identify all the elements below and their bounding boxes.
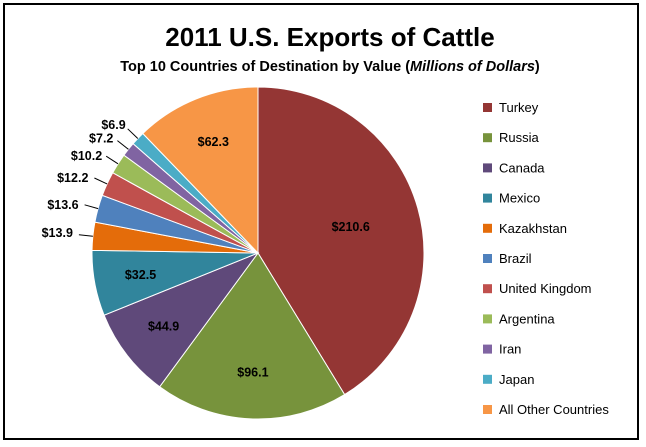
data-label-mexico: $32.5	[125, 268, 156, 282]
legend-entry-japan: Japan	[499, 372, 534, 387]
legend-entry-united-kingdom: United Kingdom	[499, 281, 592, 296]
legend-swatch-kazakhstan	[483, 223, 492, 233]
chart-subtitle-prefix: Top 10 Countries of Destination by Value…	[120, 59, 410, 75]
leader-line-japan	[127, 128, 139, 139]
legend-entry-canada: Canada	[499, 160, 545, 175]
data-label-united-kingdom: $12.2	[57, 171, 88, 185]
leader-line-brazil	[84, 204, 99, 210]
legend-entry-mexico: Mexico	[499, 191, 540, 206]
data-label-turkey: $210.6	[332, 220, 370, 234]
data-label-all-other-countries: $62.3	[198, 135, 229, 149]
legend-swatch-argentina	[483, 314, 492, 324]
legend-entry-russia: Russia	[499, 130, 540, 145]
data-label-argentina: $10.2	[71, 149, 102, 163]
legend-swatch-brazil	[483, 254, 492, 263]
legend-swatch-japan	[483, 374, 492, 384]
legend-swatch-united-kingdom	[483, 284, 492, 294]
chart-subtitle: Top 10 Countries of Destination by Value…	[120, 59, 540, 75]
data-label-canada: $44.9	[148, 319, 179, 333]
legend-swatch-all-other-countries	[483, 405, 492, 414]
data-label-brazil: $13.6	[47, 198, 78, 212]
pie-slices	[91, 86, 425, 420]
data-label-russia: $96.1	[237, 365, 268, 379]
data-label-japan: $6.9	[101, 118, 125, 132]
pie-data-labels: $210.6 $96.1 $44.9 $32.5 $13.9 $13.6 $12.2 $10.…	[42, 118, 370, 380]
legend-entry-all-other-countries: All Other Countries	[499, 402, 609, 417]
legend-swatch-mexico	[483, 193, 492, 203]
legend-swatch-iran	[483, 344, 492, 354]
pie-chart: 2011 U.S. Exports of Cattle Top 10 Count…	[42, 22, 609, 420]
chart-frame: 2011 U.S. Exports of Cattle Top 10 Count…	[3, 3, 639, 440]
chart-title: 2011 U.S. Exports of Cattle	[165, 22, 494, 52]
legend-entry-turkey: Turkey	[499, 100, 539, 115]
legend-swatch-canada	[483, 163, 492, 173]
legend-entry-kazakhstan: Kazakhstan	[499, 221, 567, 236]
pie-slice-canada	[103, 251, 260, 388]
chart-subtitle-unit: Millions of Dollars	[410, 59, 535, 75]
leader-line-kazakhstan	[78, 234, 93, 237]
pie-slice-all-other-countries	[142, 86, 259, 255]
legend-swatch-turkey	[483, 103, 492, 112]
legend: Turkey Russia Canada Mexico Kazakhstan Brazil…	[483, 100, 609, 417]
legend-swatch-russia	[483, 133, 492, 143]
leader-line-argentina	[105, 155, 119, 165]
chart-subtitle-suffix: )	[535, 59, 540, 75]
legend-entry-iran: Iran	[499, 342, 521, 357]
legend-entry-argentina: Argentina	[499, 311, 555, 326]
pie-slice-russia	[158, 252, 346, 420]
leader-line-iran	[117, 140, 129, 150]
data-label-iran: $7.2	[89, 132, 113, 146]
legend-entry-brazil: Brazil	[499, 251, 532, 266]
leader-line-united-kingdom	[94, 177, 108, 185]
pie-slice-turkey	[257, 86, 425, 396]
data-label-kazakhstan: $13.9	[42, 226, 73, 240]
